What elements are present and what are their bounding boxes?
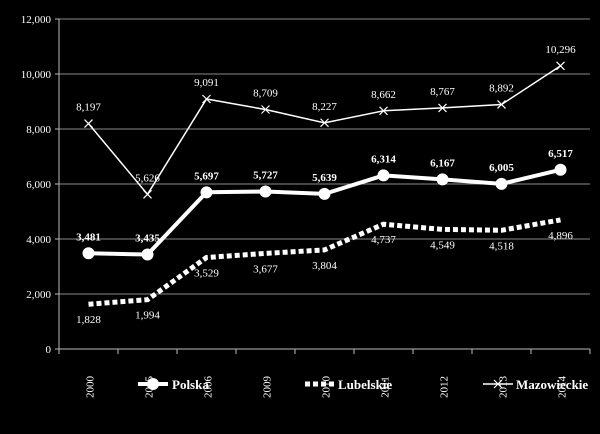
data-label-mazowieckie: 8,197 <box>76 102 101 114</box>
data-label-polska: 6,005 <box>489 162 514 174</box>
data-label-mazowieckie: 8,227 <box>312 101 337 113</box>
x-tick-label: 2006 <box>203 376 215 399</box>
data-label-lubelskie: 4,896 <box>548 230 573 242</box>
point-polska <box>554 163 567 176</box>
legend-label-lubelskie: Lubelskie <box>338 377 392 392</box>
data-label-lubelskie: 1,828 <box>76 314 101 326</box>
data-label-mazowieckie: 9,091 <box>194 77 219 89</box>
data-label-polska: 5,639 <box>312 172 337 184</box>
y-tick-label: 2,000 <box>26 289 51 301</box>
point-mazowieckie <box>202 94 211 104</box>
legend-marker-polska <box>147 378 159 390</box>
data-label-lubelskie: 4,518 <box>489 240 514 252</box>
point-polska <box>200 186 213 199</box>
point-mazowieckie <box>556 61 565 71</box>
point-mazowieckie <box>497 100 506 109</box>
y-tick-label: 6,000 <box>26 179 51 191</box>
legend-marker-mazowieckie <box>493 379 503 389</box>
data-label-lubelskie: 4,737 <box>371 234 396 246</box>
point-mazowieckie <box>438 103 447 113</box>
point-polska <box>377 169 390 182</box>
data-label-lubelskie: 3,804 <box>312 260 337 272</box>
data-label-polska: 3,435 <box>135 233 160 245</box>
x-tick-label: 2012 <box>439 376 451 398</box>
data-label-polska: 3,481 <box>76 231 101 243</box>
y-tick-label: 10,000 <box>21 69 52 81</box>
x-tick-label: 2010 <box>321 376 333 399</box>
data-label-lubelskie: 3,677 <box>253 263 278 275</box>
data-label-mazowieckie: 8,767 <box>430 86 455 98</box>
point-mazowieckie <box>379 106 388 116</box>
data-label-polska: 6,517 <box>548 148 573 160</box>
data-label-polska: 6,167 <box>430 157 455 169</box>
y-tick-label: 4,000 <box>26 234 51 246</box>
data-label-polska: 5,727 <box>253 170 278 182</box>
point-mazowieckie <box>261 105 270 114</box>
point-polska <box>141 248 154 261</box>
legend: Polska Lubelskie Mazowieckie <box>138 377 588 392</box>
x-tick-label: 2013 <box>498 376 510 399</box>
data-label-polska: 6,314 <box>371 153 396 165</box>
x-tick-label: 2014 <box>557 376 569 399</box>
series-line-lubelskie <box>88 217 561 307</box>
y-tick-label: 12,000 <box>21 14 52 26</box>
data-label-lubelskie: 3,529 <box>194 267 219 279</box>
data-label-mazowieckie: 5,626 <box>135 172 160 184</box>
point-polska <box>259 185 272 198</box>
data-labels: 8,197 5,626 9,091 8,709 8,227 8,662 8,767 8,892… <box>76 44 576 326</box>
x-tick-label: 2000 <box>85 376 97 399</box>
point-mazowieckie <box>84 119 93 129</box>
point-polska <box>318 187 331 200</box>
series-lines <box>82 61 567 307</box>
point-polska <box>82 247 95 260</box>
data-label-lubelskie: 4,549 <box>430 239 455 251</box>
data-label-mazowieckie: 10,296 <box>545 44 576 56</box>
data-label-mazowieckie: 8,709 <box>253 88 278 100</box>
data-label-polska: 5,697 <box>194 170 219 182</box>
point-polska <box>436 173 449 186</box>
data-label-lubelskie: 1,994 <box>135 310 160 322</box>
point-polska <box>495 177 508 190</box>
data-label-mazowieckie: 8,662 <box>371 89 396 101</box>
x-tick-label: 2011 <box>380 376 392 398</box>
legend-label-polska: Polska <box>172 377 209 392</box>
gridlines <box>59 18 590 295</box>
y-tick-label: 8,000 <box>26 124 51 136</box>
y-tick-label: 0 <box>46 344 52 356</box>
data-label-mazowieckie: 8,892 <box>489 82 514 94</box>
x-tick-label: 2009 <box>262 376 274 399</box>
point-mazowieckie <box>143 189 152 199</box>
y-axis-ticks: 0 2,000 4,000 6,000 8,000 10,000 12,000 <box>21 14 59 356</box>
legend-label-mazowieckie: Mazowieckie <box>516 377 588 392</box>
point-mazowieckie <box>320 118 329 128</box>
